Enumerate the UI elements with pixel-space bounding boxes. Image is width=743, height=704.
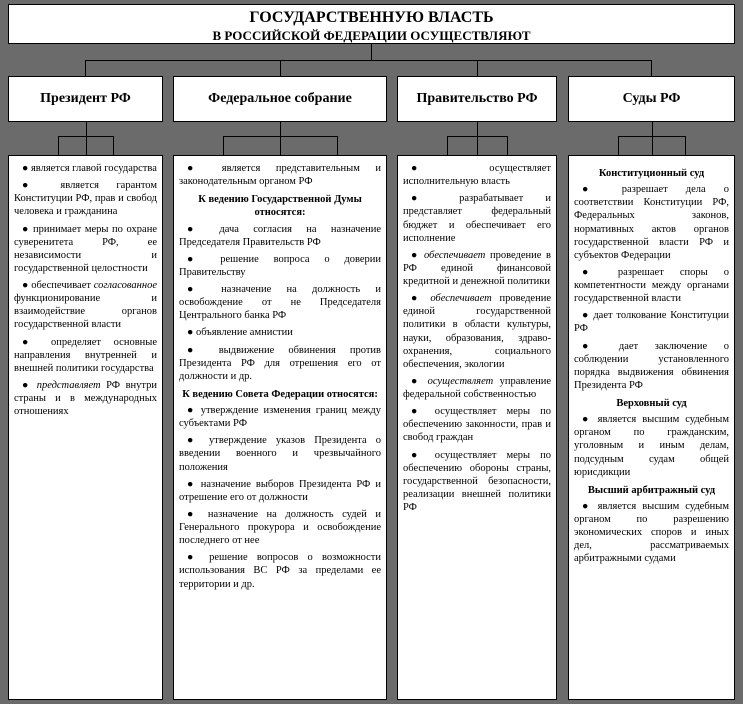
content-bullet: ● назначение на должность судей и Генера… (179, 508, 381, 547)
content-bullet: ● принимает меры по охране суверенитета … (14, 223, 157, 276)
content-subhead: Конституционный суд (574, 167, 729, 180)
content-bullet: ● осуществляет меры по обеспечению оборо… (403, 449, 551, 515)
branch-title-2: Правительство РФ (397, 76, 557, 122)
connector-vline (507, 136, 508, 155)
branch-content-3: Конституционный суд ● разрешает дела о со… (568, 155, 735, 700)
content-bullet: ● дает заключение о соблюдении установле… (574, 340, 729, 393)
header-line1: ГОСУДАРСТВЕННУЮ ВЛАСТЬ (9, 9, 734, 27)
connector-vline (280, 136, 281, 155)
connector-vline (113, 136, 114, 155)
content-bullet: ● дает толкование Конституции РФ (574, 309, 729, 335)
content-subhead: Верховный суд (574, 397, 729, 410)
content-bullet: ● является гарантом Конституции РФ, прав… (14, 179, 157, 218)
branch-content-1: ● является представительным и законодате… (173, 155, 387, 700)
connector-vline (85, 60, 86, 76)
connector-vline (685, 136, 686, 155)
content-bullet: ● разрешает споры о компетентности между… (574, 266, 729, 305)
connector-vline (371, 44, 372, 60)
connector-vline (58, 136, 59, 155)
content-bullet: ● является высшим судебным органом по ра… (574, 500, 729, 566)
content-bullet: ● обеспечивает проведение единой государ… (403, 292, 551, 371)
branch-title-0: Президент РФ (8, 76, 163, 122)
connector-vline (477, 122, 478, 136)
connector-vline (223, 136, 224, 155)
content-bullet: ● является главой государства (14, 162, 157, 175)
header-box: ГОСУДАРСТВЕННУЮ ВЛАСТЬ В РОССИЙСКОЙ ФЕДЕ… (8, 4, 735, 44)
connector-vline (652, 122, 653, 136)
content-bullet: ● утверждение изменения границ между суб… (179, 404, 381, 430)
connector-vline (477, 136, 478, 155)
content-subhead: Высший арбитражный суд (574, 484, 729, 497)
content-bullet: ● дача согласия на назначение Председате… (179, 223, 381, 249)
connector-vline (447, 136, 448, 155)
connector-vline (86, 136, 87, 155)
content-subhead: К ведению Совета Федерации относятся: (179, 388, 381, 401)
branch-content-0: ● является главой государства ● является … (8, 155, 163, 700)
connector-vline (477, 60, 478, 76)
content-subhead: К ведению Государственной Думы относятся… (179, 193, 381, 219)
content-bullet: ● разрабатывает и представляет федеральн… (403, 192, 551, 245)
content-bullet: ● осуществляет исполнительную власть (403, 162, 551, 188)
content-bullet: ● разрешает дела о соответствии Конститу… (574, 183, 729, 262)
connector-vline (337, 136, 338, 155)
content-bullet: ● является высшим судебным органом по гр… (574, 413, 729, 479)
content-bullet: ● определяет основные направле­ния внутр… (14, 336, 157, 375)
content-bullet: ● осуществляет управление федеральной со… (403, 375, 551, 401)
content-bullet: ● решение вопросов о возможности использ… (179, 551, 381, 590)
content-bullet: ● является представительным и законодате… (179, 162, 381, 188)
content-bullet: ● обеспечивает согласованное функциониро… (14, 279, 157, 332)
content-bullet: ● решение вопроса о доверии Правительств… (179, 253, 381, 279)
content-bullet: ● назначение выборов Президента РФ и отр… (179, 478, 381, 504)
content-bullet: ● осуществляет меры по обеспечению закон… (403, 405, 551, 444)
connector-hline (85, 60, 651, 61)
content-bullet: ● обеспечивает проведение в РФ единой фи… (403, 249, 551, 288)
connector-vline (651, 60, 652, 76)
branch-content-2: ● осуществляет исполнительную власть ● ра… (397, 155, 557, 700)
branch-title-3: Суды РФ (568, 76, 735, 122)
content-bullet: ● объявление амнистии (179, 326, 381, 339)
connector-vline (618, 136, 619, 155)
connector-vline (280, 122, 281, 136)
content-bullet: ● утверждение указов Президента о введен… (179, 434, 381, 473)
content-bullet: ● назначение на должность и освобождение… (179, 283, 381, 322)
header-line2: В РОССИЙСКОЙ ФЕДЕРАЦИИ ОСУЩЕСТВЛЯЮТ (9, 28, 734, 44)
connector-vline (86, 122, 87, 136)
content-bullet: ● выдвижение обвинения против Президента… (179, 344, 381, 383)
connector-vline (280, 60, 281, 76)
branch-title-1: Федеральное собрание (173, 76, 387, 122)
connector-vline (652, 136, 653, 155)
content-bullet: ● представляет РФ внутри страны и в межд… (14, 379, 157, 418)
